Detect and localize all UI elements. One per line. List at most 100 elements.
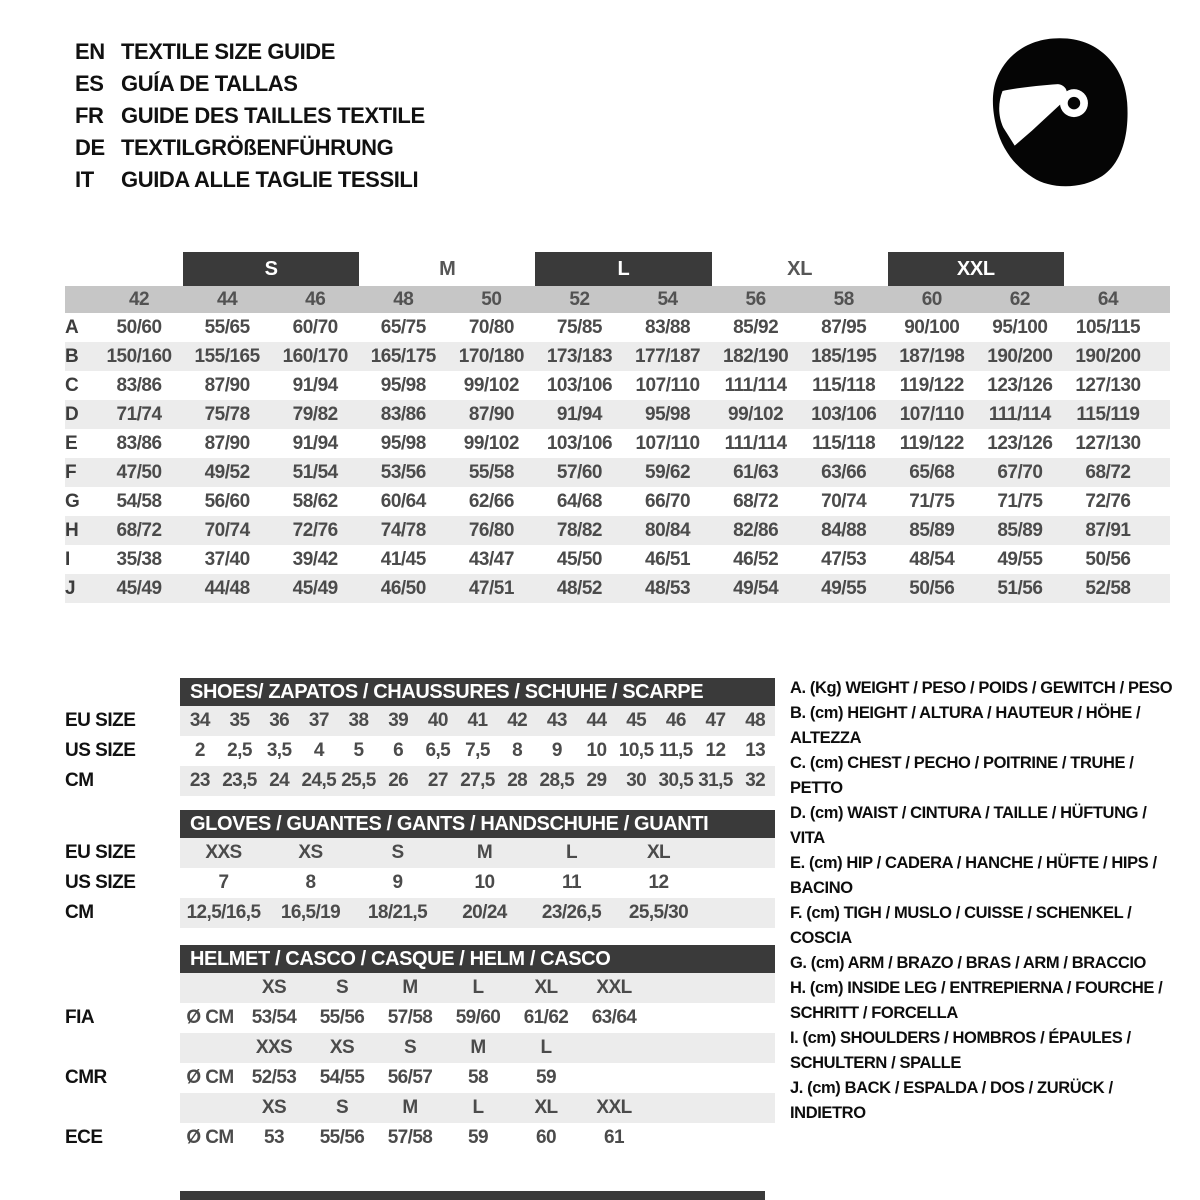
measurement-rows: A 50/60 55/65 60/70 65/75 70/80 xyxy=(65,313,1170,603)
standard-label: ECE xyxy=(65,1127,103,1148)
measurement-value: 165/175 xyxy=(370,345,437,367)
measurement-value: 71/75 xyxy=(909,490,955,512)
size-group-s: S xyxy=(183,252,360,286)
shoe-size-value: 11,5 xyxy=(659,740,693,761)
measurement-value: 95/100 xyxy=(992,316,1048,338)
helmet-size-label: S xyxy=(335,977,349,998)
glove-size-value: XS xyxy=(298,842,323,863)
shoe-size-value: 13 xyxy=(745,740,766,761)
measurement-value: 71/75 xyxy=(997,490,1043,512)
measurement-value: 60/70 xyxy=(292,316,339,338)
measurement-value: 49/54 xyxy=(733,577,779,599)
shoe-size-value: 7,5 xyxy=(465,740,490,761)
measurement-value: 85/89 xyxy=(909,519,955,541)
language-title-row: DE TEXTILGRÖßENFÜHRUNG xyxy=(75,132,425,164)
helmet-size-label: L xyxy=(472,977,484,998)
size-number-columns: 42 44 46 48 50 52 54 56 58 60 xyxy=(95,286,1170,313)
measurement-value: 41/45 xyxy=(380,548,427,570)
measurement-value: 91/94 xyxy=(292,374,339,396)
glove-size-value: 25,5/30 xyxy=(628,902,689,923)
standard-label: FIA xyxy=(65,1007,95,1028)
measurement-letter: G xyxy=(65,490,80,512)
measurement-value: 87/91 xyxy=(1085,519,1131,541)
shoes-rows: EU SIZE 34 35 36 37 38 xyxy=(65,706,775,796)
size-column-header: 52 xyxy=(569,288,590,310)
shoe-size-value: 44 xyxy=(586,710,608,731)
helmet-size-value: 54/55 xyxy=(319,1067,365,1088)
measurement-value: 107/110 xyxy=(899,403,965,425)
size-column-header: 50 xyxy=(481,288,502,310)
glove-size-value: 12 xyxy=(648,872,670,893)
measurement-value: 64/68 xyxy=(556,490,603,512)
measurement-value: 45/49 xyxy=(292,577,339,599)
measurement-value: 47/51 xyxy=(468,577,515,599)
measurement-value: 53/56 xyxy=(380,461,427,483)
helmet-size-label: XS xyxy=(329,1037,355,1058)
glove-size-value: XL xyxy=(646,842,671,863)
measurement-letter: E xyxy=(65,432,78,454)
language-title-list: EN TEXTILE SIZE GUIDE ES GUÍA DE TALLAS … xyxy=(75,36,425,196)
gloves-rows: EU SIZE XXS XS S M L xyxy=(65,838,775,928)
textile-size-table: S M L XL XXL 42 44 46 48 50 xyxy=(65,252,1170,603)
measurement-values: 83/86 87/90 91/94 95/98 99/102 103/106 xyxy=(95,429,1170,458)
measurement-letter: F xyxy=(65,461,77,483)
glove-size-value: 10 xyxy=(474,872,496,893)
measurement-value: 49/55 xyxy=(997,548,1043,570)
row-label: CM xyxy=(65,902,94,923)
size-column-header: 46 xyxy=(305,288,326,310)
measurement-value: 190/200 xyxy=(1075,345,1141,367)
size-group-header: S M L XL XXL xyxy=(65,252,1170,286)
measurement-value: 170/180 xyxy=(458,345,525,367)
helmet-size-value: 57/58 xyxy=(387,1007,433,1028)
guide-title: GUIDE DES TAILLES TEXTILE xyxy=(121,103,425,128)
helmet-size-label: S xyxy=(335,1097,349,1118)
shoe-size-value: 24,5 xyxy=(301,770,337,791)
helmet-values: Ø CM 53/54 55/56 57/58 59/60 xyxy=(180,1003,775,1033)
size-group-xxl: XXL xyxy=(887,252,1064,286)
unit-label: Ø CM xyxy=(186,1067,234,1088)
helmet-size-value: 63/64 xyxy=(591,1007,637,1028)
measurement-value: 83/86 xyxy=(380,403,427,425)
measurement-value: 62/66 xyxy=(468,490,515,512)
unit-spacer xyxy=(180,1093,240,1123)
gloves-values: 12,5/16,5 16,5/19 18/21,5 20/24 23/26,5 … xyxy=(180,898,775,928)
helmet-size-value: 60 xyxy=(536,1127,557,1148)
measurement-value: 57/60 xyxy=(556,461,603,483)
helmet-sizes-row: XS S M L XL XXL xyxy=(65,1093,775,1123)
helmet-size-value: 58 xyxy=(468,1067,489,1088)
measurement-row: F 47/50 49/52 51/54 53/56 55/58 xyxy=(65,458,1170,487)
row-label: EU SIZE xyxy=(65,710,136,731)
measurement-value: 65/75 xyxy=(380,316,427,338)
gloves-size-row: US SIZE 7 8 9 10 11 xyxy=(65,868,775,898)
language-title-row: EN TEXTILE SIZE GUIDE xyxy=(75,36,425,68)
measurement-value: 46/52 xyxy=(733,548,779,570)
measurement-value: 84/88 xyxy=(821,519,867,541)
helmet-standard-block: XS S M L XL XXL xyxy=(65,973,775,1033)
helmet-size-label: XL xyxy=(534,1097,558,1118)
glove-size-value: XXS xyxy=(205,842,242,863)
shoes-values: 34 35 36 37 38 39 40 xyxy=(180,706,775,736)
helmet-size-label: XXS xyxy=(255,1037,293,1058)
gloves-title-text: GLOVES / GUANTES / GANTS / HANDSCHUHE / … xyxy=(190,812,709,835)
row-label-spacer xyxy=(65,973,180,1003)
measurement-values: 50/60 55/65 60/70 65/75 70/80 75/85 83 xyxy=(95,313,1170,342)
shoe-size-value: 5 xyxy=(353,740,365,761)
measurement-value: 39/42 xyxy=(292,548,339,570)
measurement-value: 48/54 xyxy=(909,548,955,570)
shoes-size-row: CM 23 23,5 24 24,5 25,5 xyxy=(65,766,775,796)
helmet-values-row: FIA Ø CM 53/54 55/56 57/58 xyxy=(65,1003,775,1033)
measurement-values: 150/160 155/165 160/170 165/175 170/180 … xyxy=(95,342,1170,371)
shoe-size-value: 4 xyxy=(313,740,325,761)
measurement-value: 47/50 xyxy=(116,461,163,483)
helmet-sizes-row: XS S M L XL XXL xyxy=(65,973,775,1003)
shoe-size-value: 39 xyxy=(388,710,409,731)
measurement-letter: D xyxy=(65,403,79,425)
shoe-size-value: 23,5 xyxy=(222,770,257,791)
language-code: EN xyxy=(75,39,105,64)
measurement-letter: B xyxy=(65,345,79,367)
measurement-value: 61/63 xyxy=(733,461,779,483)
shoe-size-value: 46 xyxy=(665,710,687,731)
legend-entry: D. (cm) WAIST / CINTURA / TAILLE / HÜFTU… xyxy=(790,804,1147,847)
measurement-value: 54/58 xyxy=(116,490,163,512)
helmet-size-section: HELMET / CASCO / CASQUE / HELM / CASCO X… xyxy=(65,945,775,1153)
